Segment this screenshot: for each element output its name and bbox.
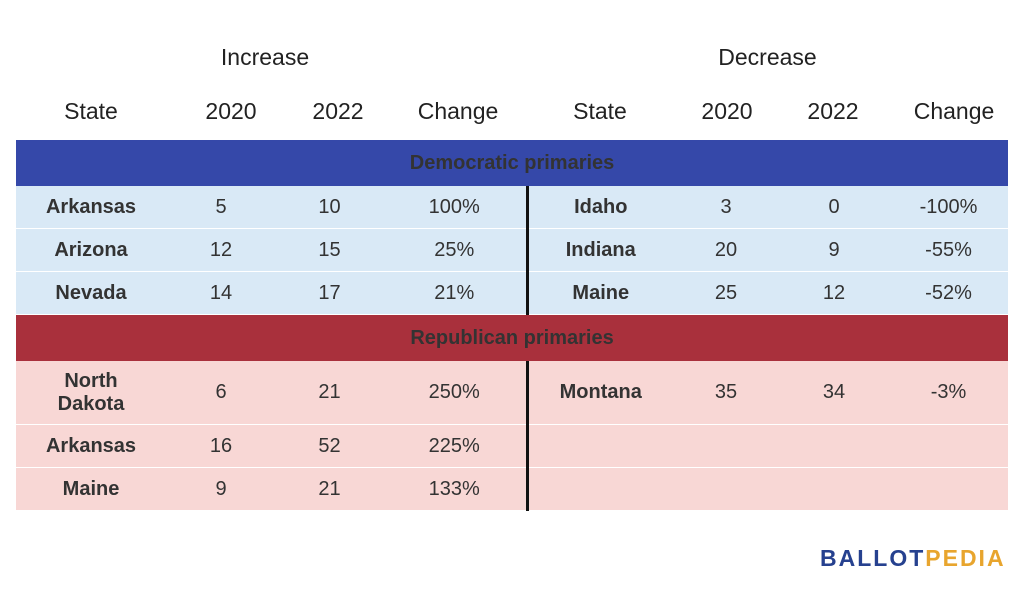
increase-state-cell: Arizona — [16, 228, 166, 272]
increase-2020-cell: 6 — [166, 361, 276, 425]
increase-change-cell: 25% — [383, 228, 527, 272]
increase-2022-cell: 10 — [276, 186, 383, 229]
logo-part-pedia: PEDIA — [925, 545, 1006, 571]
table-row: Arkansas 5 10 100% Idaho 3 0 -100% — [16, 186, 1009, 229]
decrease-2020-cell: 25 — [673, 271, 779, 315]
increase-change-cell: 133% — [383, 467, 527, 511]
increase-2020-cell: 9 — [166, 467, 276, 511]
increase-state-cell: Arkansas — [16, 186, 166, 229]
increase-2022-cell: 15 — [276, 228, 383, 272]
decrease-change-cell: -52% — [889, 271, 1009, 315]
decrease-2022-cell — [779, 467, 889, 511]
logo-part-ballot: BALLOT — [820, 545, 926, 571]
increase-change-cell: 21% — [383, 271, 527, 315]
decrease-2022-cell: 12 — [779, 271, 889, 315]
decrease-2022-cell — [779, 424, 889, 468]
decrease-state-cell — [525, 424, 673, 468]
table-row: Nevada 14 17 21% Maine 25 12 -52% — [16, 271, 1009, 315]
table-row: Arizona 12 15 25% Indiana 20 9 -55% — [16, 228, 1009, 272]
table-row: North Dakota 6 21 250% Montana 35 34 -3% — [16, 361, 1009, 425]
increase-2022-cell: 17 — [276, 271, 383, 315]
increase-change-cell: 100% — [383, 186, 527, 229]
decrease-state-cell: Maine — [525, 271, 673, 315]
increase-state-cell: Arkansas — [16, 424, 166, 468]
data-table: Democratic primaries Arkansas 5 10 100% Idaho… — [16, 140, 1009, 511]
decrease-change-cell: -3% — [889, 361, 1009, 425]
increase-state-cell: Nevada — [16, 271, 166, 315]
increase-change-cell: 225% — [383, 424, 527, 468]
increase-2022-cell: 52 — [276, 424, 383, 468]
decrease-change-cell: -100% — [889, 186, 1009, 229]
increase-2022-cell: 21 — [276, 361, 383, 425]
decrease-change-cell: -55% — [889, 228, 1009, 272]
decrease-2022-cell: 9 — [779, 228, 889, 272]
section-row-dem: Democratic primaries — [16, 140, 1009, 186]
increase-2020-cell: 5 — [166, 186, 276, 229]
group-header-decrease: Decrease — [718, 44, 817, 70]
decrease-2020-cell — [673, 424, 779, 468]
increase-2020-cell: 12 — [166, 228, 276, 272]
col-header-2020-decrease: 2020 — [701, 98, 753, 124]
col-header-2022-increase: 2022 — [312, 98, 364, 124]
increase-2020-cell: 14 — [166, 271, 276, 315]
decrease-change-cell — [889, 467, 1009, 511]
decrease-state-cell: Montana — [525, 361, 673, 425]
decrease-2020-cell — [673, 467, 779, 511]
decrease-2022-cell: 0 — [779, 186, 889, 229]
col-header-change-decrease: Change — [913, 98, 995, 124]
section-label: Republican primaries — [16, 314, 1009, 361]
decrease-2020-cell: 35 — [673, 361, 779, 425]
col-header-state-decrease: State — [573, 98, 627, 124]
section-label: Democratic primaries — [16, 140, 1009, 186]
ballotpedia-logo: BALLOTPEDIA — [820, 545, 1006, 572]
decrease-2022-cell: 34 — [779, 361, 889, 425]
decrease-2020-cell: 3 — [673, 186, 779, 229]
col-header-change-increase: Change — [417, 98, 499, 124]
table-row: Maine 9 21 133% — [16, 467, 1009, 511]
increase-2020-cell: 16 — [166, 424, 276, 468]
group-header-increase: Increase — [220, 44, 310, 70]
section-row-rep: Republican primaries — [16, 314, 1009, 361]
increase-2022-cell: 21 — [276, 467, 383, 511]
col-header-2020-increase: 2020 — [205, 98, 257, 124]
decrease-state-cell — [525, 467, 673, 511]
increase-state-cell: North Dakota — [16, 361, 166, 425]
increase-change-cell: 250% — [383, 361, 527, 425]
table-row: Arkansas 16 52 225% — [16, 424, 1009, 468]
col-header-state-increase: State — [64, 98, 118, 124]
increase-state-cell: Maine — [16, 467, 166, 511]
decrease-state-cell: Idaho — [525, 186, 673, 229]
decrease-2020-cell: 20 — [673, 228, 779, 272]
decrease-state-cell: Indiana — [525, 228, 673, 272]
col-header-2022-decrease: 2022 — [807, 98, 859, 124]
decrease-change-cell — [889, 424, 1009, 468]
